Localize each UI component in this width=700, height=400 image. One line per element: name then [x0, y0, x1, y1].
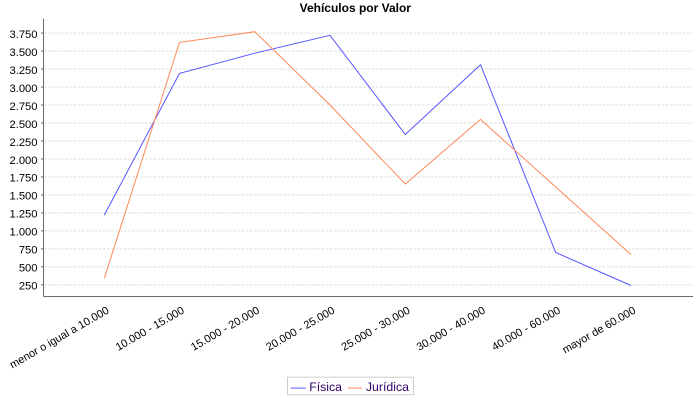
- svg-text:2.500: 2.500: [10, 119, 38, 131]
- svg-text:1.250: 1.250: [10, 209, 38, 221]
- svg-text:2.000: 2.000: [10, 155, 38, 167]
- svg-text:Física: Física: [309, 380, 342, 394]
- svg-text:500: 500: [19, 263, 38, 275]
- svg-text:2.750: 2.750: [10, 101, 38, 113]
- svg-text:1.750: 1.750: [10, 173, 38, 185]
- svg-text:1.500: 1.500: [10, 191, 38, 203]
- svg-text:Jurídica: Jurídica: [366, 380, 409, 394]
- svg-text:3.000: 3.000: [10, 83, 38, 95]
- svg-text:3.750: 3.750: [10, 29, 38, 41]
- svg-text:250: 250: [19, 281, 38, 293]
- svg-text:3.500: 3.500: [10, 47, 38, 59]
- svg-text:1.000: 1.000: [10, 227, 38, 239]
- svg-text:3.250: 3.250: [10, 65, 38, 77]
- svg-text:2.250: 2.250: [10, 137, 38, 149]
- svg-text:750: 750: [19, 245, 38, 257]
- svg-text:Vehículos por Valor: Vehículos por Valor: [300, 1, 412, 15]
